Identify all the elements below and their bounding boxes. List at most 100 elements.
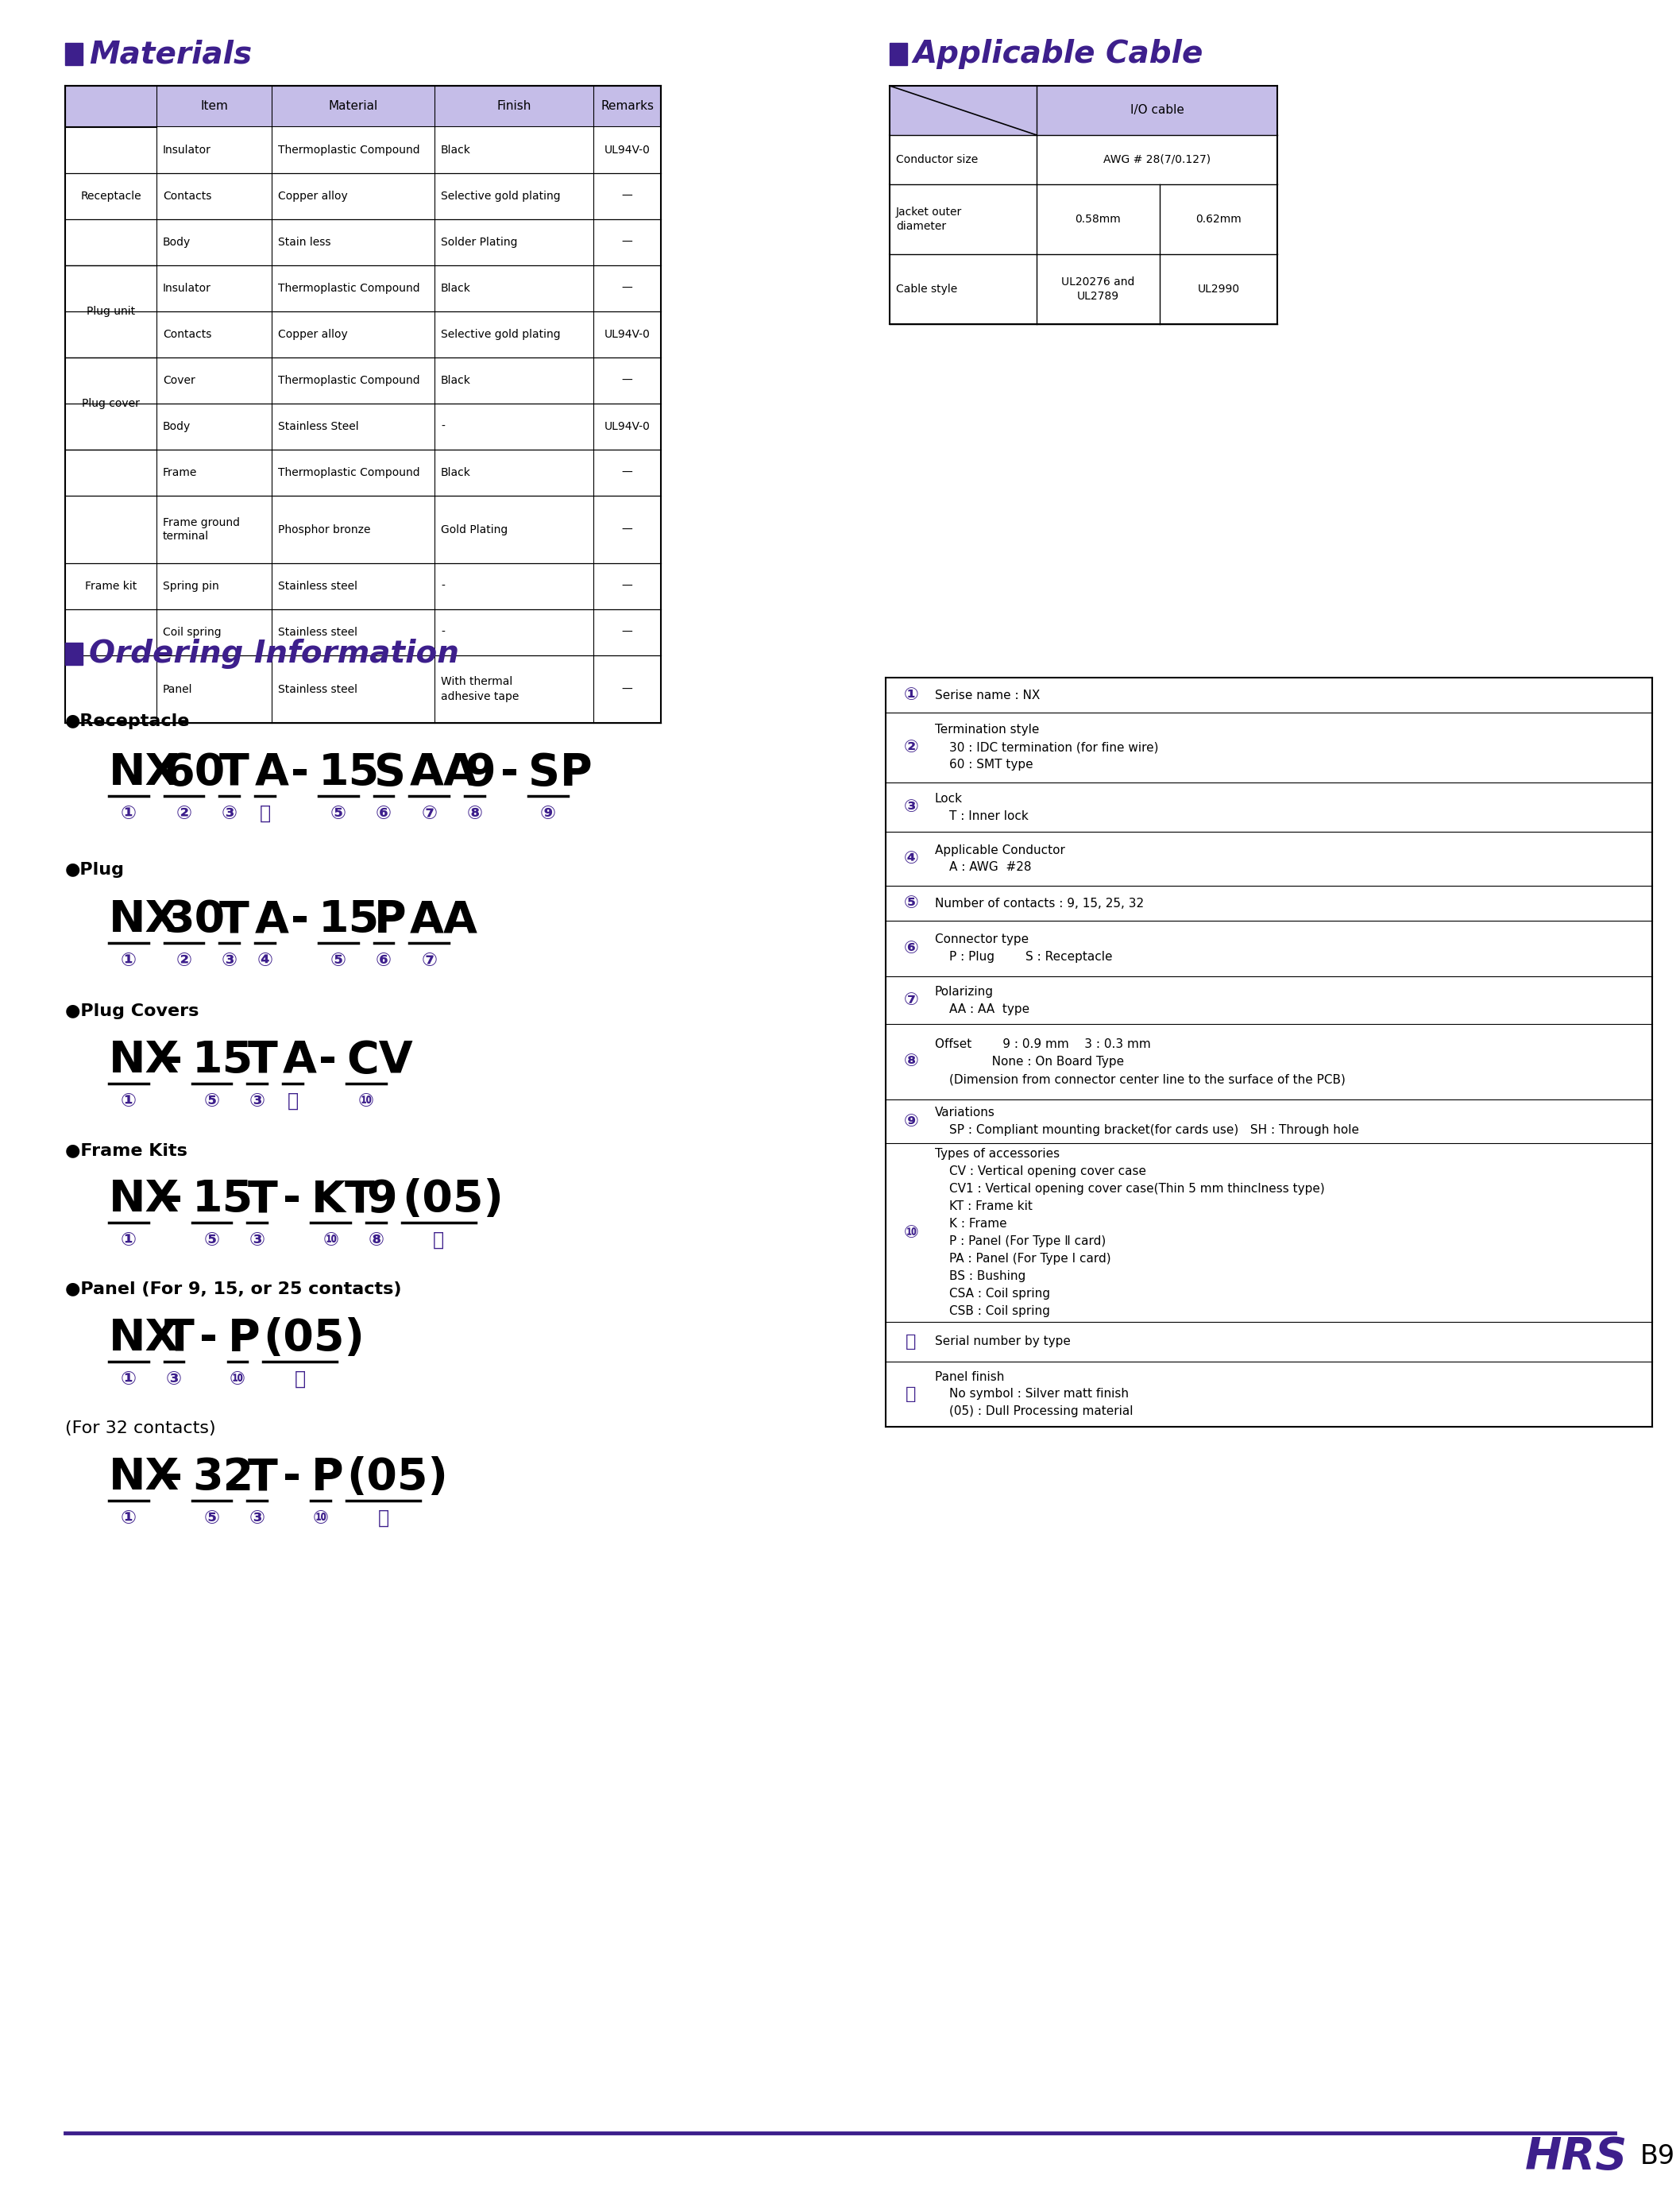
Text: A : AWG  #28: A : AWG #28 — [949, 862, 1032, 873]
Text: CV : Vertical opening cover case: CV : Vertical opening cover case — [949, 1166, 1146, 1177]
Text: Solder Plating: Solder Plating — [440, 236, 517, 247]
Text: ③: ③ — [904, 798, 919, 816]
Text: K : Frame: K : Frame — [949, 1218, 1006, 1229]
Text: Frame ground
terminal: Frame ground terminal — [163, 518, 240, 542]
Text: 15: 15 — [319, 752, 380, 794]
Text: 30: 30 — [165, 899, 225, 940]
Text: Copper alloy: Copper alloy — [277, 328, 348, 339]
Text: —: — — [622, 236, 633, 247]
Text: ④: ④ — [257, 951, 272, 969]
Text: P: P — [375, 899, 407, 940]
Bar — [66, 405, 660, 451]
Bar — [885, 783, 1651, 831]
Text: NX: NX — [109, 1317, 180, 1360]
Text: P : Panel (For Type Ⅱ card): P : Panel (For Type Ⅱ card) — [949, 1236, 1105, 1247]
Text: 0.58mm: 0.58mm — [1075, 214, 1121, 225]
Text: Item: Item — [200, 101, 228, 112]
Text: Termination style: Termination style — [936, 724, 1040, 737]
Bar — [66, 610, 660, 656]
Text: UL94V-0: UL94V-0 — [605, 144, 650, 155]
Text: NX: NX — [109, 752, 180, 794]
Text: Ordering Information: Ordering Information — [89, 639, 459, 669]
Text: -: - — [319, 1039, 336, 1083]
Text: KT: KT — [311, 1179, 375, 1220]
Text: Stainless steel: Stainless steel — [277, 628, 358, 639]
Text: ⑦: ⑦ — [422, 805, 437, 822]
Text: ①: ① — [121, 805, 136, 822]
Text: Copper alloy: Copper alloy — [277, 190, 348, 201]
Bar — [66, 127, 660, 173]
Text: P: P — [228, 1317, 260, 1360]
Text: 15: 15 — [192, 1179, 254, 1220]
Text: 15: 15 — [192, 1039, 254, 1083]
Bar — [885, 921, 1651, 975]
Text: ●Frame Kits: ●Frame Kits — [66, 1142, 188, 1159]
Text: With thermal: With thermal — [440, 676, 512, 687]
Text: ⑤: ⑤ — [331, 805, 346, 822]
Text: -: - — [440, 582, 445, 593]
Text: ②: ② — [176, 805, 192, 822]
Bar — [66, 311, 660, 356]
Text: Variations: Variations — [936, 1107, 995, 1118]
Bar — [885, 1321, 1651, 1363]
Text: NX: NX — [109, 1039, 180, 1083]
Text: Plug cover: Plug cover — [82, 398, 139, 409]
Text: Serial number by type: Serial number by type — [936, 1336, 1070, 1347]
Text: ⑨: ⑨ — [539, 805, 556, 822]
Text: ⑩: ⑩ — [904, 1225, 919, 1240]
Bar — [66, 85, 660, 127]
Text: ⑩: ⑩ — [358, 1091, 375, 1111]
Text: ①: ① — [121, 1091, 136, 1111]
Text: ⑩: ⑩ — [312, 1509, 329, 1527]
Text: KT : Frame kit: KT : Frame kit — [949, 1201, 1033, 1212]
Text: UL94V-0: UL94V-0 — [605, 328, 650, 339]
Text: Selective gold plating: Selective gold plating — [440, 328, 561, 339]
Text: -: - — [165, 1039, 183, 1083]
Text: Plug unit: Plug unit — [87, 306, 134, 317]
Text: 30 : IDC termination (for fine wire): 30 : IDC termination (for fine wire) — [949, 741, 1159, 755]
Text: SP: SP — [528, 752, 593, 794]
Text: Conductor size: Conductor size — [895, 153, 978, 166]
Bar — [885, 1144, 1651, 1321]
Text: T: T — [220, 752, 249, 794]
Text: —: — — [622, 685, 633, 695]
Text: (05): (05) — [346, 1457, 449, 1498]
Text: UL20276 and: UL20276 and — [1062, 276, 1136, 286]
Text: Contacts: Contacts — [163, 328, 212, 339]
Bar — [885, 713, 1651, 783]
Text: CV1 : Vertical opening cover case(Thin 5 mm thinclness type): CV1 : Vertical opening cover case(Thin 5… — [949, 1183, 1326, 1194]
Text: —: — — [622, 374, 633, 387]
Text: Applicable Conductor: Applicable Conductor — [936, 844, 1065, 855]
Bar — [66, 356, 660, 405]
Text: Spring pin: Spring pin — [163, 582, 218, 593]
Text: T : Inner lock: T : Inner lock — [949, 809, 1028, 822]
Text: Coil spring: Coil spring — [163, 628, 222, 639]
Bar — [66, 451, 660, 496]
Text: A: A — [255, 899, 289, 940]
Text: ①: ① — [121, 1231, 136, 1249]
Text: -: - — [291, 899, 309, 940]
Bar — [66, 496, 660, 564]
Text: AA: AA — [410, 752, 477, 794]
Text: ⑥: ⑥ — [376, 805, 391, 822]
Text: Jacket outer: Jacket outer — [895, 206, 963, 219]
Text: (05): (05) — [402, 1179, 504, 1220]
Text: Black: Black — [440, 144, 470, 155]
Text: Stainless steel: Stainless steel — [277, 582, 358, 593]
Text: 15: 15 — [319, 899, 380, 940]
Text: PA : Panel (For Type Ⅰ card): PA : Panel (For Type Ⅰ card) — [949, 1253, 1110, 1264]
Text: UL2789: UL2789 — [1077, 291, 1119, 302]
Text: SP : Compliant mounting bracket(for cards use)   SH : Through hole: SP : Compliant mounting bracket(for card… — [949, 1124, 1359, 1135]
Text: —: — — [622, 628, 633, 639]
Text: Offset        9 : 0.9 mm    3 : 0.3 mm: Offset 9 : 0.9 mm 3 : 0.3 mm — [936, 1039, 1151, 1050]
Text: -: - — [291, 752, 309, 794]
Text: ⑦: ⑦ — [904, 993, 919, 1008]
Text: Thermoplastic Compound: Thermoplastic Compound — [277, 282, 420, 293]
Text: 9: 9 — [366, 1179, 396, 1220]
Text: Gold Plating: Gold Plating — [440, 525, 507, 536]
Bar — [885, 886, 1651, 921]
Text: -: - — [440, 422, 445, 433]
Text: —: — — [622, 190, 633, 201]
Bar — [885, 678, 1651, 713]
Text: (For 32 contacts): (For 32 contacts) — [66, 1419, 215, 1437]
